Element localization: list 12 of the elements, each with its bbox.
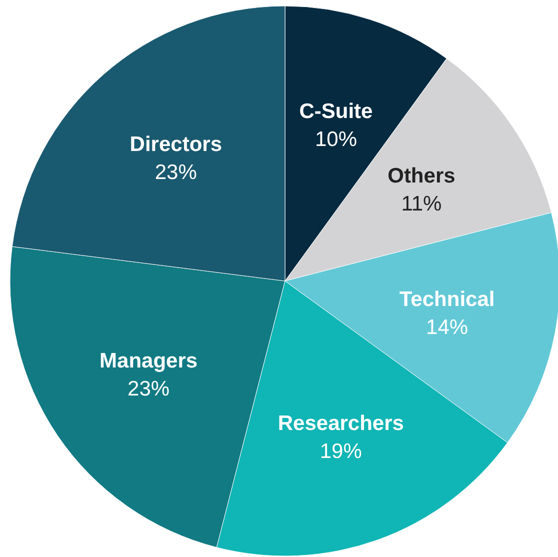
- slice-label: Technical: [399, 288, 495, 311]
- slice-label: C-Suite: [299, 100, 373, 124]
- slice-label: Directors: [130, 133, 222, 156]
- data-label: 23%: [154, 161, 197, 184]
- data-label: 10%: [314, 128, 358, 152]
- slice-label: Researchers: [278, 412, 404, 436]
- data-label: 23%: [128, 378, 170, 401]
- data-label: 11%: [401, 192, 442, 216]
- slice-label: Others: [388, 164, 456, 188]
- data-label: 14%: [426, 316, 468, 339]
- slice-label: Managers: [100, 350, 198, 373]
- data-label: 19%: [320, 440, 362, 464]
